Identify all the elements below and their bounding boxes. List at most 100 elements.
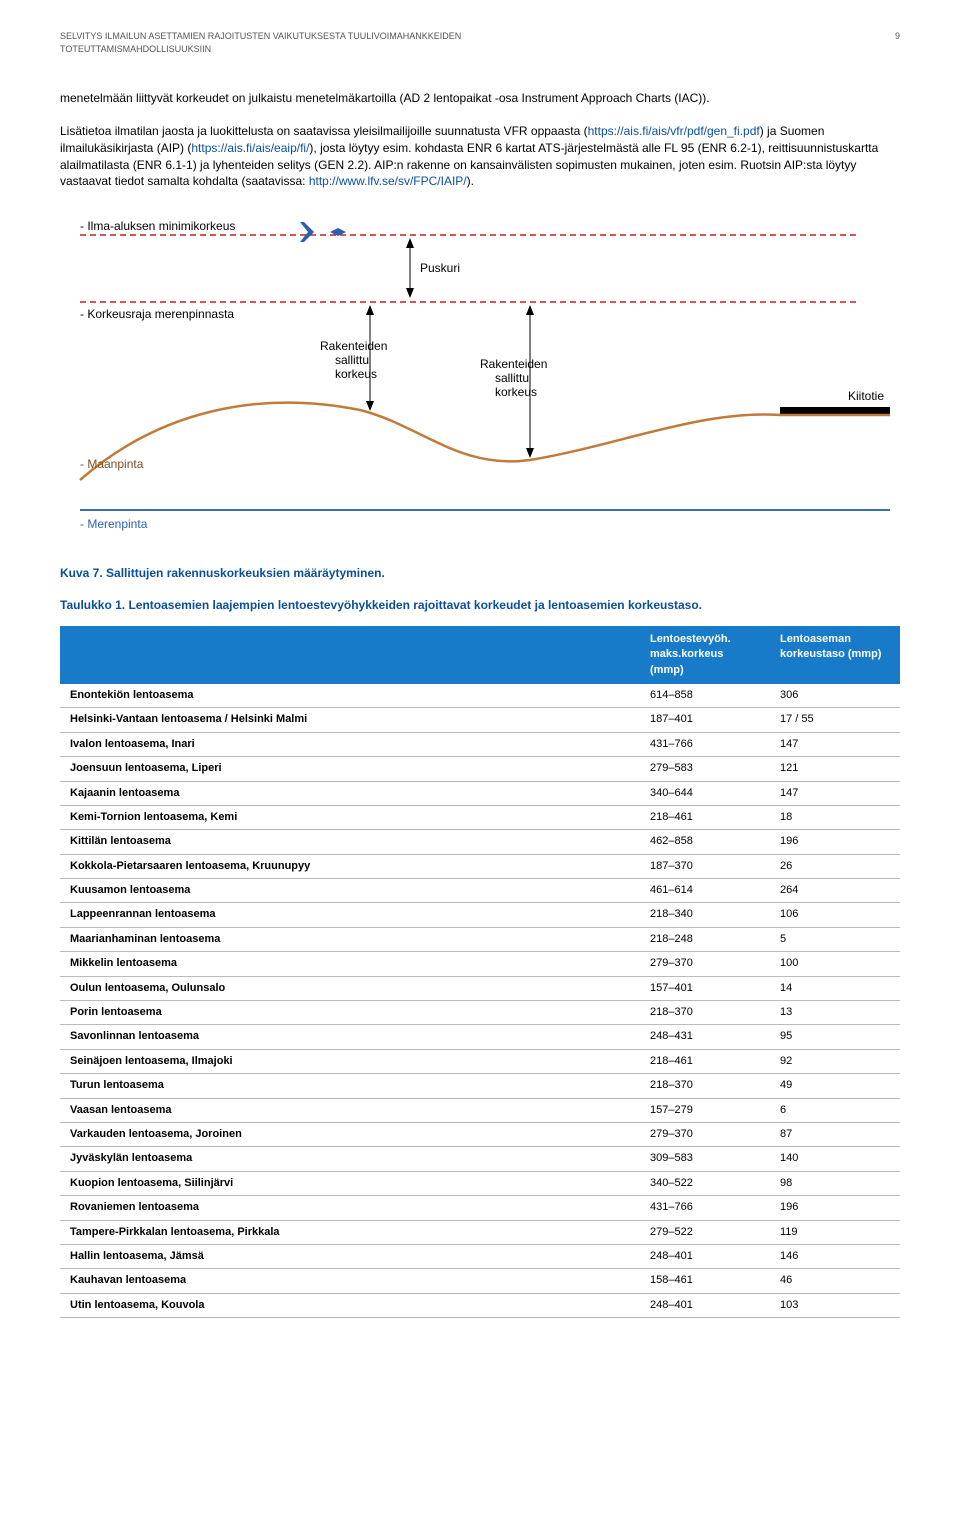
paragraph-1: menetelmään liittyvät korkeudet on julka… bbox=[60, 90, 900, 107]
aircraft-icon bbox=[290, 222, 346, 242]
table-row: Maarianhaminan lentoasema218–2485 bbox=[60, 927, 900, 951]
table-row: Mikkelin lentoasema279–370100 bbox=[60, 952, 900, 976]
p2d: ). bbox=[467, 174, 474, 188]
table-row: Hallin lentoasema, Jämsä248–401146 bbox=[60, 1244, 900, 1268]
table-row: Tampere-Pirkkalan lentoasema, Pirkkala27… bbox=[60, 1220, 900, 1244]
cell-alt: 100 bbox=[770, 952, 900, 976]
cell-height: 279–370 bbox=[640, 952, 770, 976]
cell-alt: 18 bbox=[770, 805, 900, 829]
figure-caption: Kuva 7. Sallittujen rakennuskorkeuksien … bbox=[60, 565, 900, 582]
cell-name: Kokkola-Pietarsaaren lentoasema, Kruunup… bbox=[60, 854, 640, 878]
allowed2-label-l1: Rakenteiden bbox=[480, 357, 547, 371]
cell-alt: 49 bbox=[770, 1074, 900, 1098]
cell-height: 218–461 bbox=[640, 1049, 770, 1073]
cell-height: 218–370 bbox=[640, 1001, 770, 1025]
table-row: Kokkola-Pietarsaaren lentoasema, Kruunup… bbox=[60, 854, 900, 878]
table-row: Ivalon lentoasema, Inari431–766147 bbox=[60, 732, 900, 756]
cell-alt: 147 bbox=[770, 732, 900, 756]
cell-name: Vaasan lentoasema bbox=[60, 1098, 640, 1122]
cell-height: 614–858 bbox=[640, 684, 770, 708]
cell-alt: 196 bbox=[770, 830, 900, 854]
cell-alt: 106 bbox=[770, 903, 900, 927]
cell-height: 340–644 bbox=[640, 781, 770, 805]
cell-name: Varkauden lentoasema, Joroinen bbox=[60, 1122, 640, 1146]
cell-height: 279–370 bbox=[640, 1122, 770, 1146]
cell-alt: 140 bbox=[770, 1147, 900, 1171]
cell-alt: 103 bbox=[770, 1293, 900, 1317]
cell-name: Jyväskylän lentoasema bbox=[60, 1147, 640, 1171]
table-row: Kajaanin lentoasema340–644147 bbox=[60, 781, 900, 805]
cell-alt: 306 bbox=[770, 684, 900, 708]
cell-height: 187–401 bbox=[640, 708, 770, 732]
min-altitude-label: - Ilma-aluksen minimikorkeus bbox=[80, 219, 235, 233]
cell-name: Kuusamon lentoasema bbox=[60, 879, 640, 903]
cell-height: 279–583 bbox=[640, 757, 770, 781]
cell-alt: 26 bbox=[770, 854, 900, 878]
cell-alt: 119 bbox=[770, 1220, 900, 1244]
cell-height: 248–401 bbox=[640, 1244, 770, 1268]
link-vfr[interactable]: https://ais.fi/ais/vfr/pdf/gen_fi.pdf bbox=[588, 124, 760, 138]
cell-name: Helsinki-Vantaan lentoasema / Helsinki M… bbox=[60, 708, 640, 732]
page-header: SELVITYS ILMAILUN ASETTAMIEN RAJOITUSTEN… bbox=[60, 30, 900, 55]
cell-height: 431–766 bbox=[640, 732, 770, 756]
cell-alt: 95 bbox=[770, 1025, 900, 1049]
cell-name: Hallin lentoasema, Jämsä bbox=[60, 1244, 640, 1268]
height-limit-label: - Korkeusraja merenpinnasta bbox=[80, 307, 234, 321]
cell-name: Lappeenrannan lentoasema bbox=[60, 903, 640, 927]
cell-alt: 14 bbox=[770, 976, 900, 1000]
cell-name: Tampere-Pirkkalan lentoasema, Pirkkala bbox=[60, 1220, 640, 1244]
cell-height: 157–279 bbox=[640, 1098, 770, 1122]
cell-alt: 5 bbox=[770, 927, 900, 951]
allowed1-up bbox=[366, 305, 374, 315]
cell-alt: 196 bbox=[770, 1196, 900, 1220]
table-row: Helsinki-Vantaan lentoasema / Helsinki M… bbox=[60, 708, 900, 732]
allowed1-label-l1: Rakenteiden bbox=[320, 339, 387, 353]
cell-height: 187–370 bbox=[640, 854, 770, 878]
table-row: Kuopion lentoasema, Siilinjärvi340–52298 bbox=[60, 1171, 900, 1195]
table-row: Lappeenrannan lentoasema218–340106 bbox=[60, 903, 900, 927]
cell-height: 158–461 bbox=[640, 1269, 770, 1293]
cell-height: 248–401 bbox=[640, 1293, 770, 1317]
header-line2: TOTEUTTAMISMAHDOLLISUUKSIIN bbox=[60, 44, 211, 54]
cell-alt: 46 bbox=[770, 1269, 900, 1293]
ground-label: - Maanpinta bbox=[80, 457, 144, 471]
cell-name: Oulun lentoasema, Oulunsalo bbox=[60, 976, 640, 1000]
table-row: Varkauden lentoasema, Joroinen279–37087 bbox=[60, 1122, 900, 1146]
cell-name: Kauhavan lentoasema bbox=[60, 1269, 640, 1293]
table-row: Turun lentoasema218–37049 bbox=[60, 1074, 900, 1098]
table-row: Kemi-Tornion lentoasema, Kemi218–46118 bbox=[60, 805, 900, 829]
paragraph-2: Lisätietoa ilmatilan jaosta ja luokittel… bbox=[60, 123, 900, 190]
table-row: Kuusamon lentoasema461–614264 bbox=[60, 879, 900, 903]
cell-height: 218–461 bbox=[640, 805, 770, 829]
header-line1: SELVITYS ILMAILUN ASETTAMIEN RAJOITUSTEN… bbox=[60, 31, 461, 41]
altitude-diagram: - Ilma-aluksen minimikorkeus Puskuri - K… bbox=[60, 210, 900, 540]
cell-alt: 98 bbox=[770, 1171, 900, 1195]
cell-alt: 121 bbox=[770, 757, 900, 781]
allowed2-up bbox=[526, 305, 534, 315]
table-caption: Taulukko 1. Lentoasemien laajempien lent… bbox=[60, 597, 900, 614]
cell-height: 157–401 bbox=[640, 976, 770, 1000]
cell-name: Savonlinnan lentoasema bbox=[60, 1025, 640, 1049]
cell-name: Ivalon lentoasema, Inari bbox=[60, 732, 640, 756]
diagram-svg: - Ilma-aluksen minimikorkeus Puskuri - K… bbox=[60, 210, 900, 540]
cell-alt: 6 bbox=[770, 1098, 900, 1122]
table-row: Seinäjoen lentoasema, Ilmajoki218–46192 bbox=[60, 1049, 900, 1073]
buffer-arrow-up bbox=[406, 238, 414, 248]
link-aip[interactable]: https://ais.fi/ais/eaip/fi/ bbox=[191, 141, 309, 155]
cell-alt: 92 bbox=[770, 1049, 900, 1073]
table-row: Vaasan lentoasema157–2796 bbox=[60, 1098, 900, 1122]
link-lfv[interactable]: http://www.lfv.se/sv/FPC/IAIP/ bbox=[309, 174, 467, 188]
table-row: Oulun lentoasema, Oulunsalo157–40114 bbox=[60, 976, 900, 1000]
cell-height: 340–522 bbox=[640, 1171, 770, 1195]
buffer-arrow-down bbox=[406, 288, 414, 298]
cell-name: Enontekiön lentoasema bbox=[60, 684, 640, 708]
allowed1-down bbox=[366, 401, 374, 411]
cell-height: 462–858 bbox=[640, 830, 770, 854]
cell-alt: 264 bbox=[770, 879, 900, 903]
th-height: Lentoestevyöh. maks.korkeus (mmp) bbox=[640, 626, 770, 684]
p2a: Lisätietoa ilmatilan jaosta ja luokittel… bbox=[60, 124, 588, 138]
cell-name: Turun lentoasema bbox=[60, 1074, 640, 1098]
cell-name: Mikkelin lentoasema bbox=[60, 952, 640, 976]
cell-name: Maarianhaminan lentoasema bbox=[60, 927, 640, 951]
cell-alt: 13 bbox=[770, 1001, 900, 1025]
